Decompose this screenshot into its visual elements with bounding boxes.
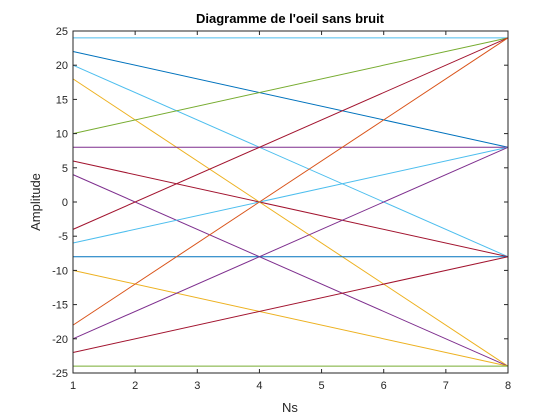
plot-frame [72,30,509,374]
x-tick-label: 4 [256,380,262,392]
series-line-4 [72,78,509,367]
y-tick-label: -5 [58,231,68,243]
y-tick-label: -20 [52,334,68,346]
series-line-9 [72,37,509,230]
x-tick-label: 5 [319,380,325,392]
y-tick-label: 25 [56,26,68,38]
series-layer [72,37,509,367]
y-tick-label: 15 [56,94,68,106]
y-tick-label: 10 [56,129,68,141]
y-tick-label: 5 [62,163,68,175]
series-line-15 [72,256,509,353]
x-tick-label: 6 [381,380,387,392]
x-tick-label: 7 [443,380,449,392]
x-axis: 1 2 3 4 5 6 7 8 [70,31,511,392]
series-line-7 [72,160,509,258]
series-line-13 [72,37,509,326]
series-line-3 [72,64,509,258]
chart-title: Diagramme de l'oeil sans bruit [196,11,385,26]
series-line-5 [72,37,509,135]
y-tick-label: -15 [52,300,68,312]
x-tick-label: 1 [70,380,76,392]
series-line-14 [72,146,509,340]
y-tick-label: 0 [62,197,68,209]
x-tick-label: 2 [132,380,138,392]
series-line-2 [72,51,509,148]
x-tick-label: 3 [194,380,200,392]
y-tick-label: -10 [52,265,68,277]
x-axis-label: Ns [282,400,298,415]
series-line-12 [72,269,509,367]
x-tick-label: 8 [505,380,511,392]
y-tick-label: -25 [52,368,68,380]
series-line-10 [72,146,509,244]
y-axis: -25 -20 -15 -10 -5 0 5 10 15 20 25 [52,26,508,380]
y-tick-label: 20 [56,60,68,72]
series-line-8 [72,174,509,367]
y-axis-label: Amplitude [28,173,43,231]
